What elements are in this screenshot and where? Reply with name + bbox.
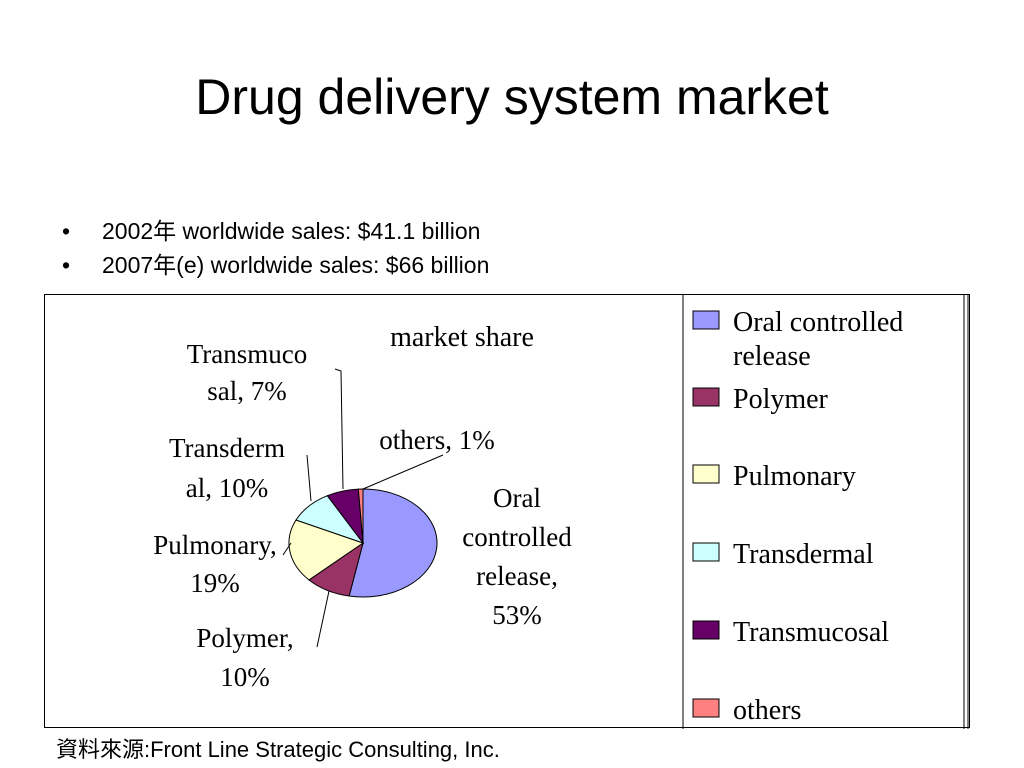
legend-label: Transdermal (733, 539, 874, 570)
legend-swatch (692, 387, 720, 407)
legend-label: Polymer (733, 384, 829, 415)
slice-label: Transderm al, 10% (169, 433, 285, 503)
bullet-dot: • (62, 252, 71, 278)
bullet-text: 2002年 worldwide sales: $41.1 billion (102, 218, 481, 244)
slice-label: others, 1% (379, 425, 494, 455)
pie-slice-others (357, 488, 364, 544)
legend: Oral controlled release Polymer Pulmonary Tr… (692, 307, 903, 726)
leader-line (362, 454, 444, 490)
leader-lines (282, 368, 444, 648)
bullet-item: • 2007年(e) worldwide sales: $66 billion (60, 248, 489, 282)
chart-area: market share Oral controlled release, 53% Po… (44, 294, 970, 729)
legend-label: others (733, 695, 801, 726)
leader-line (316, 590, 330, 648)
legend-swatch (692, 464, 720, 484)
chart-title: market share (390, 322, 534, 353)
legend-divider (682, 295, 969, 729)
pie-slice-oral-controlled-release (348, 488, 438, 598)
slide-title: Drug delivery system market (195, 69, 829, 125)
slice-label: Oral controlled release, 53% (462, 483, 572, 630)
pie-slice-pulmonary (288, 519, 365, 581)
slice-label: Transmuco sal, 7% (187, 339, 308, 406)
slice-label: Polymer, 10% (196, 623, 293, 692)
bullet-dot: • (62, 218, 71, 244)
legend-swatch (692, 620, 720, 640)
leader-line (306, 454, 312, 502)
legend-label: Transmucosal (733, 617, 889, 648)
pie-slices (288, 488, 438, 598)
legend-swatch (692, 310, 720, 330)
legend-label: Pulmonary (733, 461, 856, 492)
legend-label: Oral controlled release (733, 307, 903, 372)
legend-swatch (692, 542, 720, 562)
source-note: 資料來源:Front Line Strategic Consulting, In… (56, 737, 500, 762)
slice-labels: Oral controlled release, 53% Polymer, 10% Pulm… (153, 339, 572, 692)
pie-chart: market share Oral controlled release, 53% Po… (153, 295, 969, 729)
slice-label: Pulmonary, 19% (153, 530, 277, 598)
leader-line (334, 368, 344, 490)
bullet-item: • 2002年 worldwide sales: $41.1 billion (60, 214, 489, 248)
legend-swatch (692, 698, 720, 718)
bullet-list: • 2002年 worldwide sales: $41.1 billion •… (60, 214, 489, 282)
bullet-text: 2007年(e) worldwide sales: $66 billion (102, 252, 490, 278)
leader-line (282, 542, 292, 556)
